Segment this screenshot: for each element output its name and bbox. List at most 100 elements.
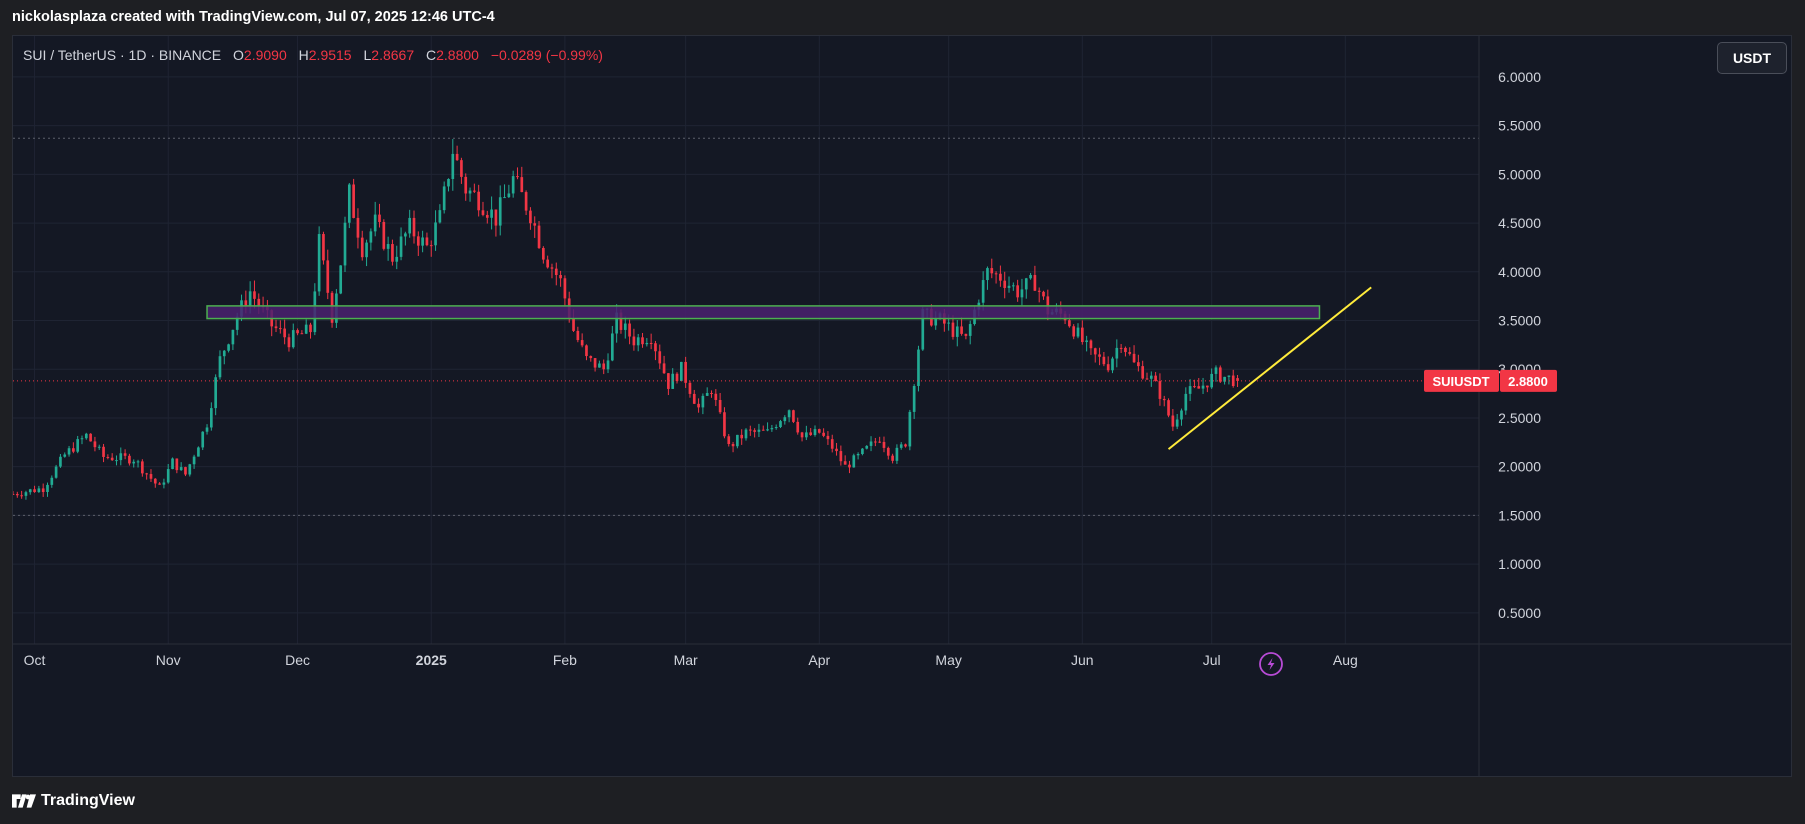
candle-body: [684, 361, 687, 383]
candle: [994, 271, 998, 284]
candle-body: [300, 333, 304, 335]
candle: [460, 157, 463, 184]
candle: [1158, 373, 1162, 406]
candle-body: [278, 328, 282, 330]
candle: [628, 319, 631, 345]
candle-body: [460, 160, 463, 177]
candle: [1042, 290, 1045, 300]
candle: [162, 478, 166, 489]
candle-body: [705, 393, 709, 396]
candle: [28, 488, 32, 495]
candle: [278, 320, 282, 334]
candle: [1132, 345, 1136, 364]
candle-body: [222, 350, 226, 357]
candle-body: [382, 222, 386, 249]
candle: [1029, 272, 1032, 280]
candle: [1206, 385, 1209, 393]
candle-body: [736, 434, 739, 447]
support-zone-rectangle[interactable]: [206, 305, 1321, 320]
candle: [1016, 279, 1019, 302]
candle-body: [658, 351, 662, 364]
candle: [809, 428, 813, 436]
candle-body: [416, 236, 420, 246]
symbol-tag-bg: [1424, 369, 1499, 392]
candle-body: [1080, 327, 1084, 343]
candle-body: [227, 344, 230, 351]
candle: [434, 210, 437, 251]
candle-body: [1193, 386, 1196, 388]
candle-body: [593, 358, 597, 368]
candle: [322, 231, 325, 265]
candle-body: [72, 448, 75, 452]
candle-body: [1115, 347, 1119, 359]
candle: [1201, 377, 1205, 394]
candlestick-series[interactable]: [13, 139, 1239, 500]
candle: [197, 446, 200, 457]
price-axis[interactable]: 6.00005.50005.00004.50004.00003.50003.00…: [1498, 69, 1541, 621]
candle-body: [615, 312, 618, 334]
candle: [1024, 277, 1028, 299]
candle: [1115, 339, 1119, 368]
candle-body: [1137, 362, 1140, 367]
candle: [175, 458, 179, 474]
candle: [1119, 343, 1123, 354]
candle-body: [179, 467, 183, 471]
time-axis[interactable]: Oct Nov Dec 2025 Feb Mar Apr May Jun Jul Aug: [24, 652, 1358, 668]
ascending-trendline[interactable]: [1167, 286, 1372, 450]
candle: [891, 453, 894, 464]
candle: [253, 280, 256, 309]
candle-body: [908, 411, 912, 447]
candle-body: [1145, 378, 1149, 380]
candle: [408, 209, 412, 238]
candle-body: [322, 234, 325, 261]
candle: [679, 361, 683, 382]
candle: [339, 265, 343, 295]
candle: [1076, 323, 1080, 339]
candle: [744, 428, 748, 441]
price-tick-label: 1.0000: [1498, 556, 1541, 572]
candle-body: [675, 373, 679, 382]
candle: [24, 490, 28, 500]
candle: [291, 323, 295, 349]
candle-body: [253, 291, 256, 299]
candle-body: [166, 469, 170, 483]
candle: [960, 317, 963, 336]
candle-body: [67, 448, 71, 455]
candle-body: [701, 395, 705, 408]
candle: [218, 350, 222, 380]
candle: [33, 485, 36, 493]
lightning-icon[interactable]: [1259, 652, 1283, 676]
tradingview-logo[interactable]: TradingView: [12, 790, 135, 812]
time-tick-label: Jun: [1071, 652, 1094, 668]
candle: [41, 483, 45, 497]
candle-body: [369, 231, 373, 243]
candle: [774, 424, 778, 430]
candle: [287, 333, 291, 352]
chart-frame[interactable]: 6.0000 5.5000 5.0000 4.5000 4.0000 3.5000 3.00…: [12, 35, 1792, 777]
candle-body: [386, 244, 390, 249]
candle: [158, 482, 161, 485]
candle: [399, 227, 403, 261]
candle: [1007, 276, 1011, 293]
candle: [356, 208, 360, 249]
candle-body: [546, 259, 549, 268]
candle-body: [490, 209, 493, 218]
candle: [145, 472, 149, 480]
candle-body: [843, 461, 847, 465]
candle: [149, 469, 153, 482]
candle: [533, 216, 537, 238]
candle: [714, 389, 718, 407]
candle: [753, 428, 756, 438]
candle-body: [886, 447, 890, 456]
price-tick-label: 1.5000: [1498, 507, 1541, 523]
candle-body: [498, 197, 502, 226]
candle: [770, 424, 774, 432]
candle: [1020, 278, 1024, 306]
candle-body: [697, 403, 700, 408]
candle-body: [356, 217, 360, 238]
currency-button[interactable]: USDT: [1717, 42, 1787, 74]
candle-body: [606, 360, 610, 370]
candle-body: [63, 454, 67, 457]
price-chart[interactable]: 6.00005.50005.00004.50004.00003.50003.00…: [13, 36, 1791, 776]
candle-body: [934, 317, 938, 326]
